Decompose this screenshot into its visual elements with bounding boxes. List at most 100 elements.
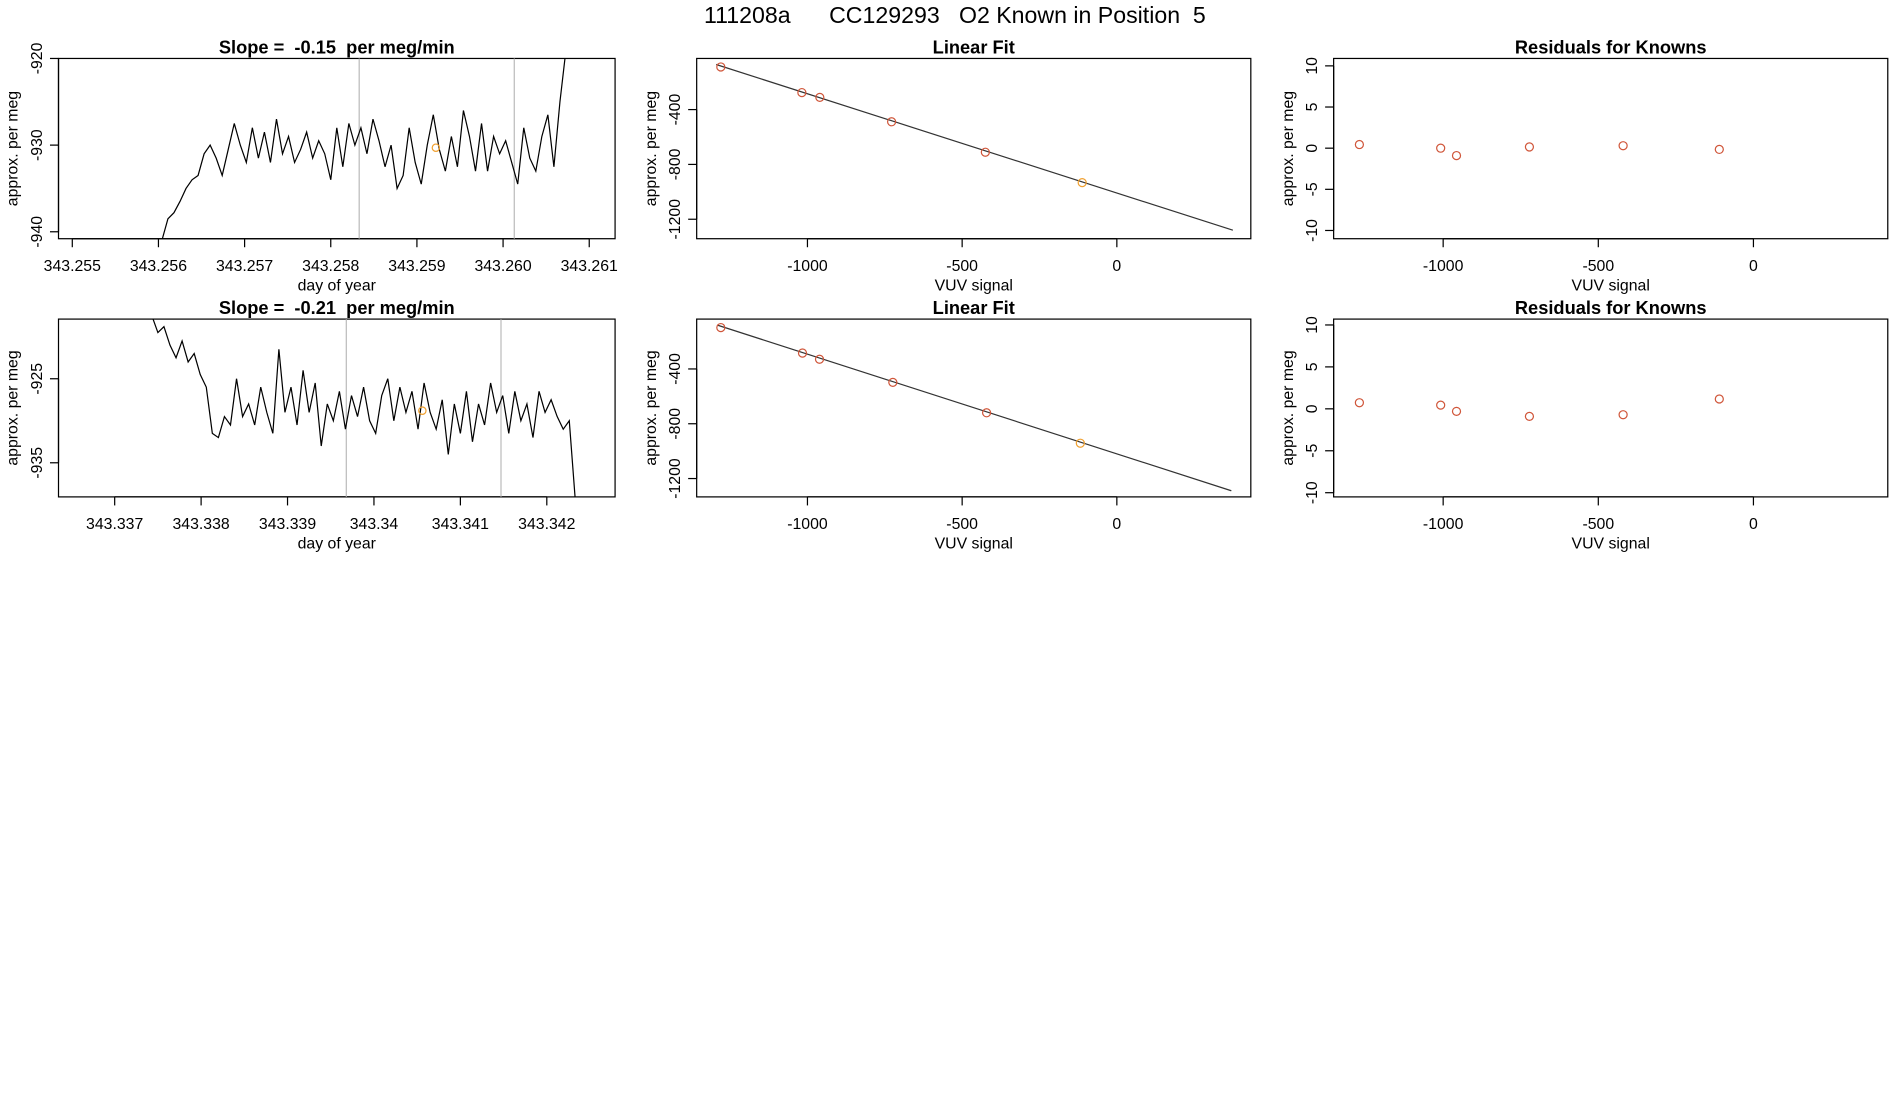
x-axis-label: day of year [298,277,377,294]
plot-frame [57,57,616,240]
fit-line [715,63,1234,231]
y-tick-label: 0 [1304,404,1321,413]
x-tick-label: -1000 [787,258,828,275]
y-tick-label: 10 [1304,316,1321,334]
plot-area [1354,139,1724,161]
plot-area [152,319,576,497]
x-tick-label: 343.339 [259,516,316,533]
x-tick-label: 0 [1749,516,1758,533]
panel-title: Residuals for Knowns [1515,297,1707,318]
point [716,62,726,72]
x-tick-label: -500 [1582,258,1614,275]
x-tick-label: 0 [1112,258,1121,275]
y-tick-label: 0 [1304,144,1321,153]
x-tick-label: 343.259 [388,258,445,275]
x-axis-label: VUV signal [1572,277,1650,294]
point [1618,410,1628,420]
plot-area [715,62,1234,231]
y-axis-label: approx. per meg [5,350,22,465]
x-axis-label: day of year [298,536,377,553]
plot-frame [57,318,616,498]
y-tick-label: -400 [667,94,684,126]
point [1524,142,1535,152]
y-tick-label: -5 [1304,182,1321,196]
y-axis-label: approx. per meg [1280,91,1297,206]
y-axis-label: approx. per meg [643,350,660,465]
y-tick-label: 10 [1304,57,1321,75]
y-tick-label: -940 [29,216,46,248]
point [1436,400,1446,410]
plot-frame [1333,57,1889,240]
point [814,354,825,364]
point [980,147,990,157]
point [716,322,726,333]
plot-frame [1333,318,1889,498]
point [1354,398,1365,408]
point [981,408,992,418]
x-tick-label: 343.256 [130,258,187,275]
x-tick-label: -500 [946,516,978,533]
x-tick-label: 343.257 [216,258,273,275]
y-tick-label: -925 [29,363,46,395]
x-tick-label: 343.341 [432,516,489,533]
x-tick-label: 343.255 [44,258,101,275]
y-tick-label: -930 [29,129,46,161]
panel-title: Linear Fit [933,37,1015,58]
x-tick-label: 343.260 [474,258,531,275]
point [1618,141,1628,151]
point [1451,406,1462,416]
point [1436,143,1446,153]
x-tick-label: -500 [1582,516,1614,533]
x-tick-label: -1000 [1423,516,1464,533]
point [815,92,825,103]
y-axis-label: approx. per meg [5,91,22,206]
x-tick-label: 343.337 [86,516,143,533]
highlight-point [431,143,441,152]
point [1524,411,1535,422]
point [1714,144,1724,155]
x-tick-label: 343.338 [172,516,229,533]
x-tick-label: -1000 [1423,258,1464,275]
plot-area [1354,394,1724,422]
data-line [152,319,576,497]
y-axis-label: approx. per meg [1280,350,1297,465]
point [1451,150,1462,161]
plot-area [716,322,1232,492]
point [1714,394,1724,404]
point [797,87,807,98]
x-axis-label: VUV signal [935,277,1013,294]
y-tick-label: -1200 [667,458,684,499]
y-tick-label: -400 [667,353,684,385]
panel-title: Slope = -0.21 per meg/min [219,297,455,318]
y-tick-label: -1200 [667,199,684,240]
point [1354,139,1365,150]
y-tick-label: 5 [1304,362,1321,371]
x-axis-label: VUV signal [935,536,1013,553]
x-tick-label: 343.342 [518,516,575,533]
point [888,377,898,388]
panel-title: Residuals for Knowns [1515,37,1707,58]
data-line [161,58,566,239]
x-tick-label: -1000 [787,516,828,533]
y-tick-label: -920 [29,42,46,74]
panel-title: Linear Fit [933,297,1015,318]
x-tick-label: 343.261 [561,258,618,275]
y-tick-label: 5 [1304,102,1321,111]
x-tick-label: 343.258 [302,258,359,275]
x-tick-label: 343.34 [350,516,399,533]
y-tick-label: -935 [29,447,46,479]
x-axis-label: VUV signal [1572,536,1650,553]
panel-title: Slope = -0.15 per meg/min [219,37,455,58]
y-tick-label: -800 [667,408,684,440]
y-tick-label: -800 [667,148,684,180]
x-tick-label: -500 [946,258,978,275]
point [1077,178,1087,188]
point [797,348,808,358]
y-axis-label: approx. per meg [643,91,660,206]
y-tick-label: -5 [1304,444,1321,458]
x-tick-label: 0 [1749,258,1758,275]
plot-area [161,58,566,239]
point [1075,438,1085,448]
